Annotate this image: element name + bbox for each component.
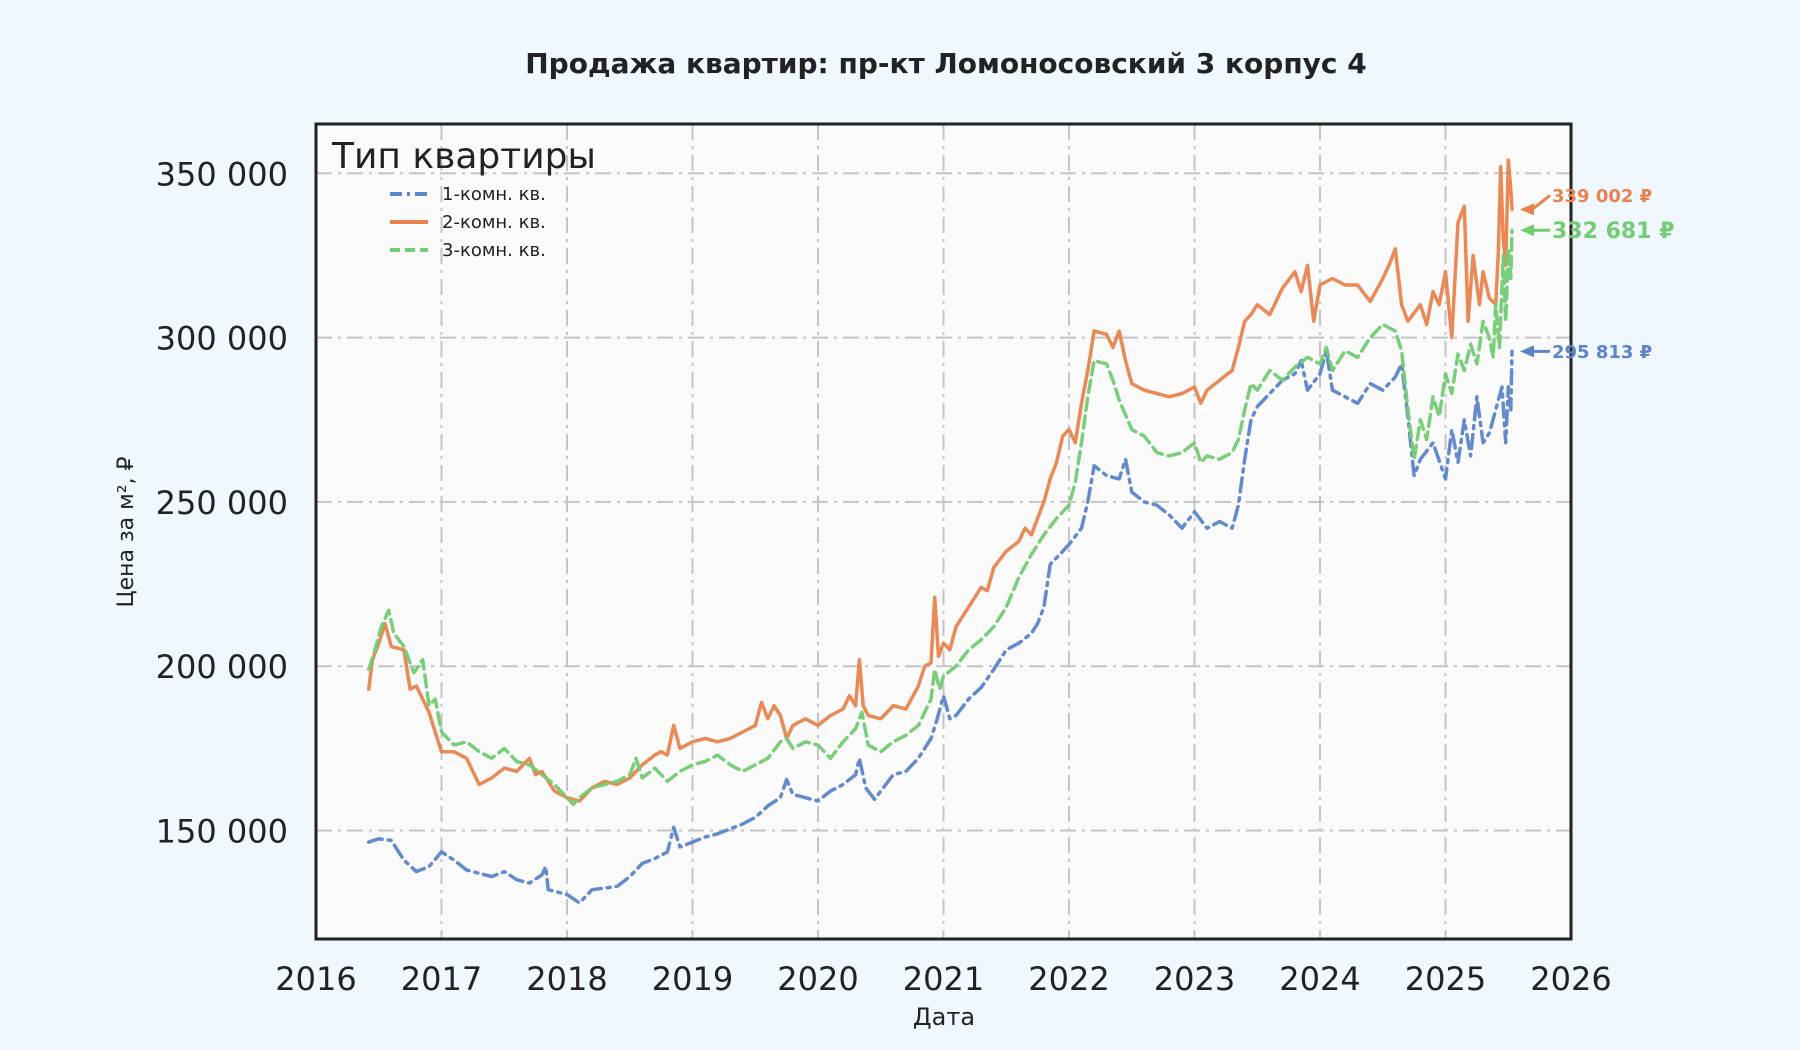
end-labels: 295 813 ₽ 339 002 ₽ 332 681 ₽ [1520,186,1674,363]
plot-frame [314,122,1573,941]
chart-title: Продажа квартир: пр-кт Ломоносовский 3 к… [525,47,1367,80]
legend-label-3: 3-комн. кв. [442,240,546,261]
y-tick-label: 200 000 [156,648,288,686]
x-tick-label: 2022 [1028,960,1109,998]
x-axis-label: Дата [913,1003,975,1031]
series-layer [366,158,1514,905]
ticks: 2016 2017 2018 2019 2020 2021 2022 2023 2024 2025… [156,155,1612,998]
legend-label-2: 2-комн. кв. [442,212,546,233]
x-tick-label: 2026 [1530,960,1611,998]
legend-label-1: 1-комн. кв. [442,184,546,205]
x-tick-label: 2021 [903,960,984,998]
x-tick-label: 2016 [275,960,356,998]
end-arrow-2 [1520,203,1535,216]
y-tick-label: 150 000 [156,813,288,851]
y-tick-label: 250 000 [156,484,288,522]
end-arrow-3 [1520,224,1535,237]
x-tick-label: 2025 [1405,960,1486,998]
x-tick-label: 2023 [1154,960,1235,998]
end-arrow-shaft-2 [1531,194,1551,211]
series-line-3 [366,228,1514,807]
x-tick-label: 2024 [1279,960,1360,998]
legend-title: Тип квартиры [331,136,596,177]
end-value-label-2: 339 002 ₽ [1552,186,1652,207]
x-tick-label: 2019 [652,960,733,998]
end-arrow-1 [1520,345,1535,358]
end-value-label-1: 295 813 ₽ [1552,342,1652,363]
series-line-1 [366,349,1514,905]
x-tick-label: 2020 [777,960,858,998]
y-tick-label: 300 000 [156,320,288,358]
x-tick-label: 2017 [401,960,482,998]
y-axis-label: Цена за м², ₽ [114,456,139,607]
legend: Тип квартиры 1-комн. кв. 2-комн. кв. 3-ком… [331,136,596,261]
end-value-label-3: 332 681 ₽ [1552,219,1674,244]
y-tick-label: 350 000 [156,155,288,193]
x-tick-label: 2018 [526,960,607,998]
